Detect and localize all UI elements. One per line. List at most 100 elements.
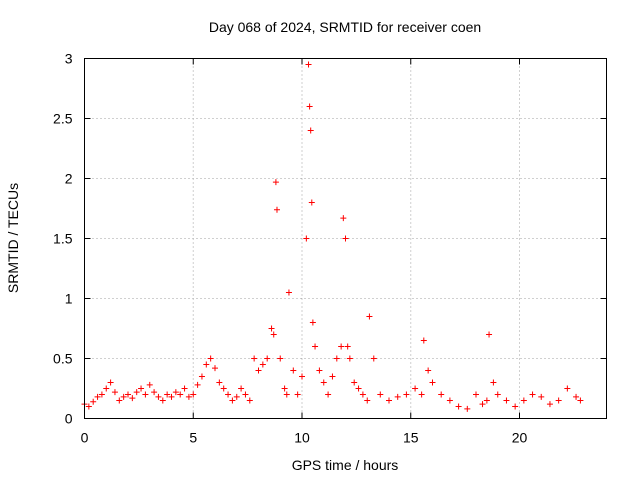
data-point — [429, 379, 436, 386]
data-point — [272, 179, 279, 186]
data-point — [159, 397, 166, 404]
data-point — [386, 397, 392, 404]
data-point — [464, 405, 471, 412]
data-point — [277, 355, 284, 362]
data-point — [555, 397, 562, 404]
data-point — [146, 381, 153, 388]
data-point — [229, 397, 236, 404]
data-point — [346, 355, 353, 362]
data-point — [268, 325, 275, 332]
data-point — [483, 397, 490, 404]
data-point — [473, 391, 479, 398]
data-point — [194, 381, 201, 388]
data-point — [364, 397, 371, 404]
data-point — [486, 331, 493, 338]
data-point — [94, 393, 101, 400]
data-point — [366, 313, 373, 320]
data-point — [142, 391, 149, 398]
data-point — [494, 391, 501, 398]
data-point — [394, 393, 401, 400]
data-point — [351, 379, 358, 386]
data-points — [81, 61, 584, 412]
data-point — [203, 361, 210, 368]
data-point — [377, 391, 384, 398]
data-point — [529, 391, 536, 398]
data-point — [207, 355, 214, 362]
data-point — [479, 401, 486, 408]
data-point — [538, 393, 545, 400]
data-point — [490, 379, 497, 386]
data-point — [151, 389, 158, 396]
y-tick-label: 3 — [65, 51, 73, 67]
data-point — [198, 373, 205, 380]
data-point — [129, 395, 136, 402]
data-point — [299, 373, 305, 380]
data-point — [242, 391, 249, 398]
data-point — [85, 403, 92, 410]
data-point — [306, 103, 313, 110]
data-point — [333, 355, 340, 362]
data-point — [255, 367, 262, 374]
data-point — [329, 373, 336, 380]
data-point — [281, 385, 288, 392]
data-point — [155, 393, 162, 400]
data-point — [164, 391, 171, 398]
x-tick-label: 15 — [403, 430, 419, 446]
data-point — [355, 385, 362, 392]
data-point — [116, 397, 123, 404]
x-tick-label: 10 — [294, 430, 310, 446]
data-point — [564, 385, 571, 392]
data-point — [403, 391, 410, 398]
data-point — [290, 367, 297, 374]
y-tick-label: 0.5 — [53, 351, 73, 367]
data-point — [90, 398, 97, 405]
x-tick-label: 0 — [81, 430, 89, 446]
y-tick-label: 1 — [65, 291, 73, 307]
data-point — [270, 331, 277, 338]
data-point — [503, 397, 510, 404]
data-point — [107, 379, 114, 386]
data-point — [103, 385, 110, 392]
data-point — [168, 393, 175, 400]
data-point — [172, 389, 179, 396]
data-point — [308, 199, 315, 206]
data-point — [412, 385, 419, 392]
data-point — [420, 337, 427, 344]
data-point — [342, 235, 349, 242]
data-point — [111, 389, 118, 396]
y-tick-label: 2 — [65, 171, 73, 187]
y-tick-label: 2.5 — [53, 111, 73, 127]
data-point — [212, 365, 218, 372]
data-point — [359, 391, 366, 398]
data-point — [573, 393, 580, 400]
x-axis-label: GPS time / hours — [292, 457, 399, 473]
data-point — [294, 391, 301, 398]
y-tick-label: 1.5 — [53, 231, 73, 247]
data-point — [455, 403, 462, 410]
data-point — [259, 361, 266, 368]
data-point — [370, 355, 377, 362]
data-point — [98, 391, 105, 398]
data-point — [418, 391, 425, 398]
data-point — [338, 343, 345, 350]
data-point — [264, 355, 271, 362]
data-point — [238, 385, 245, 392]
data-point — [577, 397, 584, 404]
data-point — [546, 401, 553, 408]
data-point — [125, 391, 131, 398]
axis-ticks: 0 0.5 1 1.5 2 2.5 3 0 5 10 15 20 — [53, 51, 607, 446]
data-point — [307, 127, 314, 134]
chart-title: Day 068 of 2024, SRMTID for receiver coe… — [209, 19, 481, 35]
data-point — [225, 391, 232, 398]
data-point — [309, 319, 316, 326]
data-point — [520, 397, 527, 404]
x-tick-label: 20 — [512, 430, 528, 446]
data-point — [340, 215, 347, 222]
data-point — [285, 289, 292, 296]
y-tick-label: 0 — [65, 411, 73, 427]
data-point — [312, 343, 319, 350]
data-point — [233, 393, 240, 400]
data-point — [246, 397, 253, 404]
data-point — [120, 393, 127, 400]
